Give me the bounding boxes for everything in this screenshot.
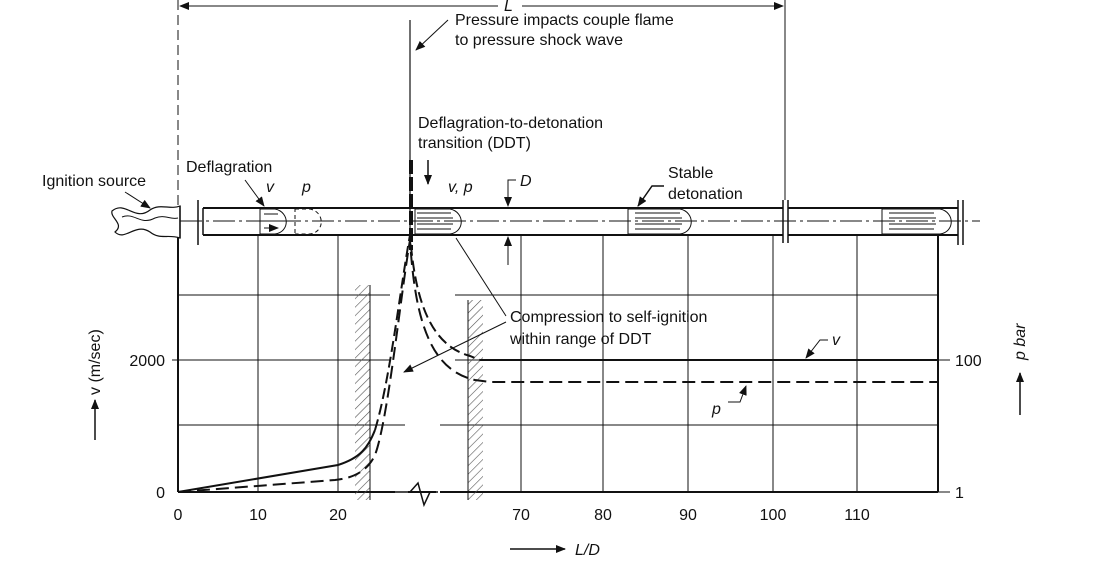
- diameter-label: D: [520, 173, 532, 190]
- right-axis-label: p bar: [1012, 323, 1029, 361]
- flame-icon: [111, 205, 181, 239]
- stable-detonation-label-2: detonation: [668, 186, 743, 203]
- pipe: [111, 200, 980, 245]
- x-tick-70: 70: [512, 507, 530, 524]
- right-tick-100: 100: [955, 353, 982, 370]
- annotations: Pressure impacts couple flame to pressur…: [42, 12, 841, 418]
- stable-detonation-label-1: Stable: [668, 165, 713, 182]
- x-tick-110: 110: [844, 507, 870, 524]
- velocity-curve-ddt: [374, 234, 481, 431]
- right-tick-1: 1: [955, 485, 964, 502]
- x-axis-label: L/D: [575, 542, 600, 559]
- deflagration-label: Deflagration: [186, 159, 272, 176]
- left-axis-label: v (m/sec): [87, 329, 104, 395]
- deflagration-v-label: v: [266, 179, 275, 196]
- x-tick-90: 90: [679, 507, 697, 524]
- plot-grid: [177, 235, 939, 508]
- x-tick-80: 80: [594, 507, 612, 524]
- x-tick-0: 0: [174, 507, 183, 524]
- x-tick-20: 20: [329, 507, 347, 524]
- pressure-curve: [177, 239, 938, 493]
- axis-break-icon: [395, 481, 438, 508]
- hatched-zone-right: [468, 300, 483, 500]
- curve-v-label: v: [832, 332, 841, 349]
- axes: 0 2000 v (m/sec) 1 100 p bar 0 10 20 70 …: [87, 323, 1029, 559]
- ignition-source-label: Ignition source: [42, 173, 146, 190]
- compression-label-1: Compression to self-ignition: [510, 309, 707, 326]
- ddt-vp-label: v, p: [448, 179, 473, 196]
- compression-label-2: within range of DDT: [509, 331, 652, 348]
- deflagration-p-label: p: [301, 179, 311, 196]
- pressure-impacts-label-1: Pressure impacts couple flame: [455, 12, 674, 29]
- length-label: L: [504, 0, 513, 15]
- left-tick-0: 0: [156, 485, 165, 502]
- pressure-impacts-label-2: to pressure shock wave: [455, 32, 623, 49]
- x-tick-100: 100: [760, 507, 787, 524]
- hatched-zone-left: [355, 285, 370, 500]
- curve-p-label: p: [711, 401, 721, 418]
- ddt-label-2: transition (DDT): [418, 135, 531, 152]
- left-tick-2000: 2000: [129, 353, 165, 370]
- x-tick-10: 10: [249, 507, 267, 524]
- velocity-curve: [177, 429, 376, 493]
- ddt-label-1: Deflagration-to-detonation: [418, 115, 603, 132]
